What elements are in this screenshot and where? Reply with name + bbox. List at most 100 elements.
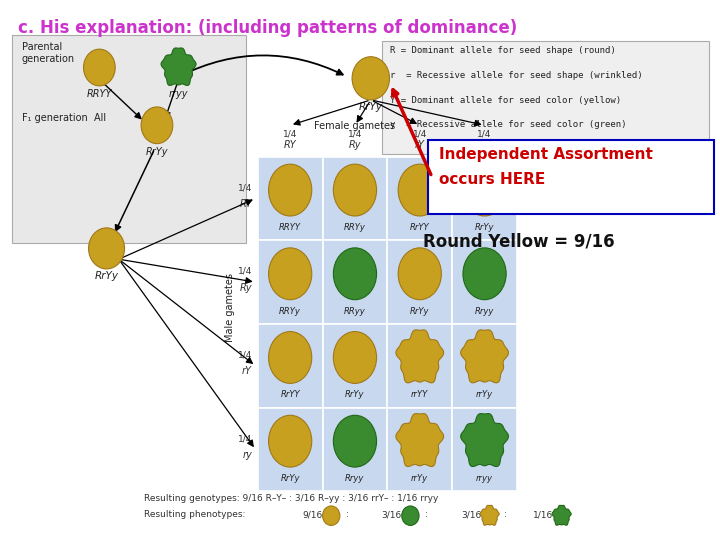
- Text: 1/4: 1/4: [413, 130, 427, 139]
- Text: Ry: Ry: [240, 282, 252, 293]
- Text: :: :: [346, 510, 348, 519]
- Text: RRYy: RRYy: [344, 223, 366, 232]
- Bar: [323, 240, 387, 324]
- Text: RrYy: RrYy: [280, 474, 300, 483]
- Text: RrYy: RrYy: [474, 223, 495, 232]
- Text: 1/4: 1/4: [238, 434, 252, 443]
- Text: rY: rY: [415, 140, 425, 151]
- Ellipse shape: [84, 49, 115, 86]
- Bar: [452, 157, 517, 240]
- Ellipse shape: [269, 164, 312, 216]
- Text: RRYy: RRYy: [279, 307, 301, 315]
- Ellipse shape: [398, 164, 441, 216]
- Text: RrYy: RrYy: [345, 390, 365, 399]
- Text: RY: RY: [284, 140, 297, 151]
- Ellipse shape: [398, 248, 441, 300]
- Bar: [387, 240, 452, 324]
- Text: r  = Recessive allele for seed shape (wrinkled): r = Recessive allele for seed shape (wri…: [390, 71, 643, 80]
- Bar: [452, 408, 517, 491]
- Text: Resulting phenotypes:: Resulting phenotypes:: [144, 510, 246, 519]
- Text: rY: rY: [242, 366, 252, 376]
- Text: Round Yellow = 9/16: Round Yellow = 9/16: [423, 232, 614, 250]
- Ellipse shape: [333, 248, 377, 300]
- Polygon shape: [161, 48, 196, 85]
- Bar: [323, 408, 387, 491]
- Bar: [387, 157, 452, 240]
- Ellipse shape: [269, 332, 312, 383]
- Text: :: :: [425, 510, 428, 519]
- Bar: [258, 408, 323, 491]
- Ellipse shape: [333, 415, 377, 467]
- Polygon shape: [480, 505, 499, 525]
- Text: Y = Dominant allele for seed color (yellow): Y = Dominant allele for seed color (yell…: [390, 96, 621, 105]
- Text: RrYy: RrYy: [145, 147, 168, 157]
- Ellipse shape: [333, 332, 377, 383]
- Text: Rryy: Rryy: [346, 474, 364, 483]
- Text: ry: ry: [480, 140, 490, 151]
- Ellipse shape: [269, 248, 312, 300]
- Polygon shape: [396, 414, 444, 467]
- Text: Resulting genotypes: 9/16 R–Y– : 3/16 R–yy : 3/16 rrY– : 1/16 rryy: Resulting genotypes: 9/16 R–Y– : 3/16 R–…: [144, 494, 438, 503]
- Text: c. His explanation: (including patterns of dominance): c. His explanation: (including patterns …: [18, 19, 517, 37]
- Text: R = Dominant allele for seed shape (round): R = Dominant allele for seed shape (roun…: [390, 46, 616, 55]
- Text: Ry: Ry: [348, 140, 361, 151]
- Text: 9/16: 9/16: [302, 510, 323, 519]
- Text: 3/16: 3/16: [382, 510, 402, 519]
- Text: RRYY: RRYY: [86, 89, 112, 99]
- Text: rryy: rryy: [168, 89, 189, 99]
- Text: RrYY: RrYY: [410, 223, 430, 232]
- Bar: [258, 240, 323, 324]
- Text: 1/4: 1/4: [238, 267, 252, 276]
- Ellipse shape: [333, 164, 377, 216]
- Bar: [258, 324, 323, 408]
- Ellipse shape: [269, 415, 312, 467]
- Text: RY: RY: [239, 199, 252, 209]
- FancyBboxPatch shape: [12, 35, 246, 243]
- Text: rrYY: rrYY: [411, 390, 428, 399]
- Text: 1/4: 1/4: [238, 183, 252, 192]
- Text: Parental
generation: Parental generation: [22, 42, 75, 64]
- Text: RRyy: RRyy: [344, 307, 366, 315]
- Text: RRYY: RRYY: [279, 223, 301, 232]
- Text: Female gametes: Female gametes: [314, 121, 395, 131]
- Text: 1/4: 1/4: [348, 130, 362, 139]
- Text: :: :: [504, 510, 507, 519]
- Ellipse shape: [352, 57, 390, 100]
- Ellipse shape: [141, 107, 173, 144]
- Text: 1/4: 1/4: [238, 350, 252, 360]
- Text: 1/16: 1/16: [533, 510, 553, 519]
- Text: 1/4: 1/4: [283, 130, 297, 139]
- Text: RrYy: RrYy: [359, 102, 383, 112]
- Text: RrYY: RrYY: [280, 390, 300, 399]
- Bar: [452, 324, 517, 408]
- Text: 1/4: 1/4: [477, 130, 492, 139]
- Bar: [323, 324, 387, 408]
- Text: RrYy: RrYy: [94, 271, 119, 281]
- Polygon shape: [396, 330, 444, 383]
- Text: 3/16: 3/16: [461, 510, 481, 519]
- Bar: [387, 324, 452, 408]
- Ellipse shape: [463, 248, 506, 300]
- Text: rrYy: rrYy: [476, 390, 493, 399]
- Ellipse shape: [323, 506, 340, 525]
- Text: rryy: rryy: [476, 474, 493, 483]
- FancyBboxPatch shape: [382, 40, 709, 154]
- Text: F₁ generation  All: F₁ generation All: [22, 113, 106, 124]
- Text: Independent Assortment: Independent Assortment: [439, 147, 653, 162]
- Polygon shape: [552, 505, 571, 525]
- Polygon shape: [461, 414, 508, 467]
- Text: y  = Recessive allele for seed color (green): y = Recessive allele for seed color (gre…: [390, 120, 626, 130]
- Ellipse shape: [89, 228, 125, 269]
- Text: Male gametes: Male gametes: [225, 273, 235, 342]
- Text: RrYy: RrYy: [410, 307, 430, 315]
- Text: occurs HERE: occurs HERE: [439, 172, 546, 187]
- Text: rrYy: rrYy: [411, 474, 428, 483]
- Bar: [323, 157, 387, 240]
- Bar: [387, 408, 452, 491]
- FancyBboxPatch shape: [428, 140, 714, 214]
- Text: ry: ry: [242, 450, 252, 460]
- Polygon shape: [461, 330, 508, 383]
- Bar: [452, 240, 517, 324]
- Ellipse shape: [463, 164, 506, 216]
- Bar: [258, 157, 323, 240]
